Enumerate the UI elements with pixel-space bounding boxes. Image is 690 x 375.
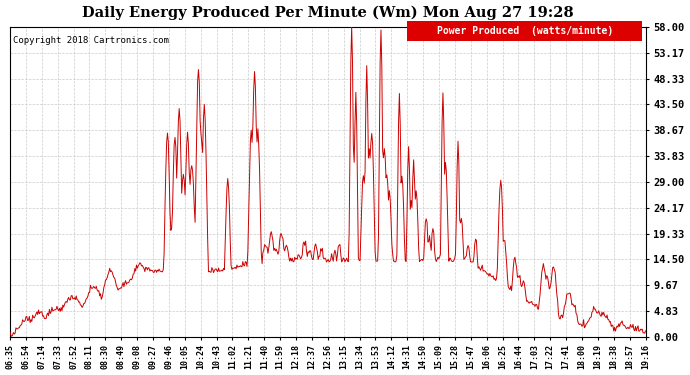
Text: Copyright 2018 Cartronics.com: Copyright 2018 Cartronics.com: [13, 36, 169, 45]
Title: Daily Energy Produced Per Minute (Wm) Mon Aug 27 19:28: Daily Energy Produced Per Minute (Wm) Mo…: [82, 5, 573, 20]
